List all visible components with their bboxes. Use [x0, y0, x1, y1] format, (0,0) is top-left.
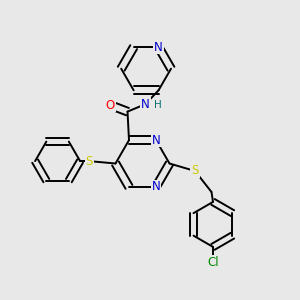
Text: H: H: [154, 100, 162, 110]
Text: S: S: [191, 164, 199, 178]
Text: O: O: [106, 98, 115, 112]
Text: Cl: Cl: [207, 256, 219, 269]
Text: N: N: [141, 98, 150, 111]
Text: S: S: [85, 154, 93, 168]
Text: N: N: [154, 41, 163, 54]
Text: N: N: [152, 180, 160, 194]
Text: N: N: [152, 134, 160, 147]
